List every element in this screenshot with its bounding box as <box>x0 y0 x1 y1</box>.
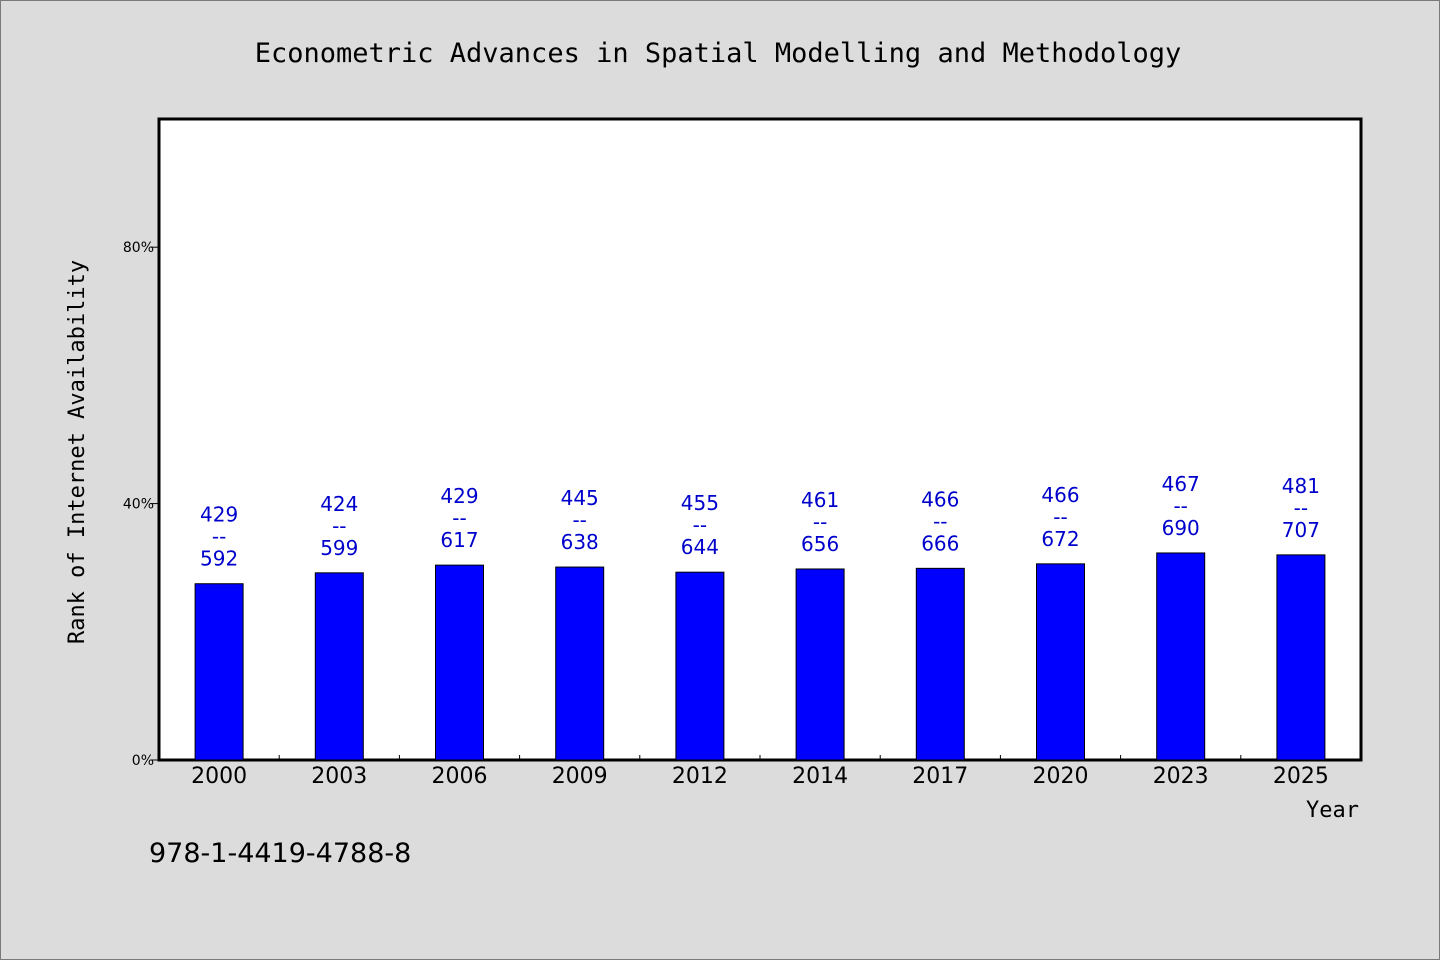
data-label: 617 <box>440 528 478 552</box>
data-label: 445 <box>561 486 599 510</box>
data-label: 672 <box>1041 527 1079 551</box>
x-tick-label: 2023 <box>1153 764 1209 789</box>
x-axis-ticks <box>278 755 1242 760</box>
x-tick-label: 2006 <box>432 764 488 789</box>
chart-title: Econometric Advances in Spatial Modellin… <box>255 38 1182 69</box>
data-label: 467 <box>1162 472 1200 496</box>
bar <box>555 566 605 761</box>
bar <box>1156 552 1206 761</box>
x-tick-label: 2020 <box>1033 764 1089 789</box>
bar-series <box>194 552 1326 761</box>
data-label: 644 <box>681 535 719 559</box>
data-label: 599 <box>320 536 358 560</box>
x-tick-label: 2017 <box>912 764 968 789</box>
x-tick-label: 2025 <box>1273 764 1329 789</box>
data-label: -- <box>452 506 466 530</box>
data-labels: 429--592424--599429--617445--638455--644… <box>200 472 1320 571</box>
x-tick-label: 2000 <box>191 764 247 789</box>
bar <box>795 568 845 761</box>
data-label: -- <box>572 508 586 532</box>
bar <box>194 583 244 761</box>
data-label: 592 <box>200 547 238 571</box>
data-label: -- <box>693 513 707 537</box>
x-tick-label: 2012 <box>672 764 728 789</box>
x-axis-labels: 2000 2003 2006 2009 2012 2014 2017 2020 2023 2025 <box>191 764 1329 789</box>
y-tick-label: 0% <box>132 753 154 769</box>
bar <box>314 572 364 761</box>
bar <box>675 571 725 761</box>
data-label: 707 <box>1282 518 1320 542</box>
x-tick-label: 2003 <box>311 764 367 789</box>
data-label: 429 <box>440 484 478 508</box>
data-label: -- <box>1294 496 1308 520</box>
data-label: 481 <box>1282 474 1320 498</box>
data-label: 666 <box>921 531 959 555</box>
data-label: 429 <box>200 503 238 527</box>
data-label: -- <box>212 525 226 549</box>
bar <box>435 564 484 761</box>
y-tick-label: 80% <box>123 240 154 256</box>
data-label: 466 <box>921 487 959 511</box>
bar <box>1036 563 1085 761</box>
data-label: -- <box>1173 494 1187 518</box>
bar <box>1276 554 1326 761</box>
bar <box>915 567 965 761</box>
data-label: 466 <box>1041 483 1079 507</box>
data-label: 656 <box>801 532 839 556</box>
y-axis-title: Rank of Internet Availability <box>65 260 90 644</box>
data-label: 424 <box>320 492 358 516</box>
x-axis-title: Year <box>1306 798 1359 823</box>
data-label: 461 <box>801 488 839 512</box>
data-label: 455 <box>681 491 719 515</box>
data-label: 690 <box>1162 516 1200 540</box>
data-label: -- <box>332 514 346 538</box>
isbn-text: 978-1-4419-4788-8 <box>149 838 411 869</box>
y-tick-label: 40% <box>123 497 154 513</box>
x-tick-label: 2014 <box>792 764 848 789</box>
data-label: 638 <box>561 530 599 554</box>
data-label: -- <box>813 510 827 534</box>
y-axis-ticks: 0% 40% 80% <box>123 240 159 769</box>
data-label: -- <box>1053 505 1067 529</box>
data-label: -- <box>933 509 947 533</box>
x-tick-label: 2009 <box>552 764 608 789</box>
